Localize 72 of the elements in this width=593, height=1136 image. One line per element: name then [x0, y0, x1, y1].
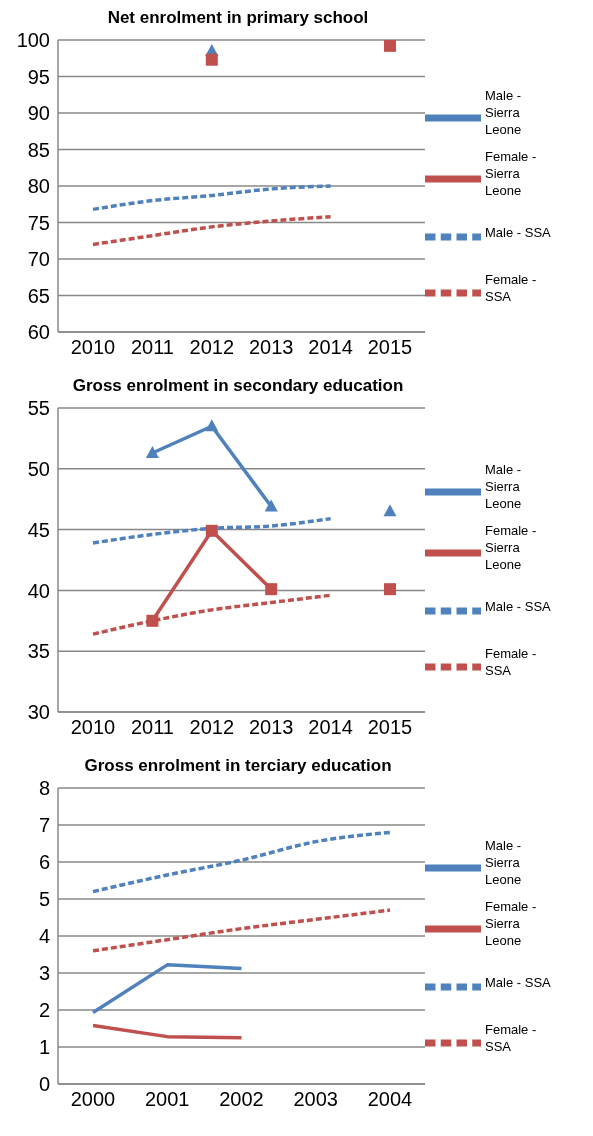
- y-tick-label: 5: [38, 888, 50, 911]
- y-tick-label: 1: [38, 1036, 50, 1059]
- y-tick-label: 7: [38, 814, 50, 837]
- x-tick-label: 2011: [130, 336, 174, 359]
- line-series: [91, 593, 333, 636]
- line-series: [91, 214, 333, 247]
- line-series: [91, 516, 333, 545]
- y-tick-label: 100: [16, 29, 50, 52]
- y-tick-label: 50: [27, 457, 50, 480]
- legend-label: Male - SSA: [485, 597, 552, 615]
- x-tick-label: 2012: [189, 716, 235, 739]
- y-tick-label: 40: [27, 579, 50, 602]
- x-tick-label: 2001: [145, 1088, 190, 1111]
- point: [145, 445, 159, 458]
- y-tick-label: 8: [38, 777, 50, 800]
- x-tick-label: 2011: [130, 716, 174, 739]
- point: [384, 40, 396, 52]
- legend-label: Male - SSA: [485, 973, 552, 991]
- x-tick-label: 2010: [70, 716, 116, 739]
- x-tick-label: 2013: [248, 716, 294, 739]
- point: [205, 524, 218, 537]
- legend-label: Male - SSA: [485, 223, 552, 241]
- line-series: [91, 830, 392, 894]
- y-tick-label: 90: [27, 102, 50, 125]
- y-tick-label: 6: [38, 851, 50, 874]
- y-tick-label: 85: [27, 138, 50, 161]
- y-tick-label: 55: [27, 397, 50, 420]
- point: [265, 583, 278, 596]
- point: [383, 504, 397, 517]
- x-tick-label: 2015: [367, 336, 413, 359]
- x-tick-label: 2014: [308, 336, 353, 359]
- y-tick-label: 0: [38, 1073, 50, 1096]
- x-tick-label: 2003: [293, 1088, 338, 1111]
- y-tick-label: 45: [27, 518, 50, 541]
- y-tick-label: 4: [38, 925, 50, 948]
- y-tick-label: 3: [38, 962, 50, 985]
- legend-label: Male - Sierra Leone: [485, 837, 523, 888]
- x-tick-label: 2002: [219, 1088, 264, 1111]
- x-tick-label: 2013: [248, 336, 294, 359]
- chart-title: Gross enrolment in terciary education: [84, 756, 392, 775]
- point: [264, 499, 278, 512]
- legend-label: Female - SSA: [485, 645, 538, 679]
- legend-label: Female - SSA: [485, 1021, 538, 1055]
- line-series: [91, 184, 333, 212]
- y-tick-label: 80: [27, 175, 50, 198]
- chart-title: Net enrolment in primary school: [107, 8, 369, 27]
- y-tick-label: 35: [27, 640, 50, 663]
- y-tick-label: 70: [27, 248, 50, 271]
- line-series: [91, 908, 392, 953]
- y-tick-label: 65: [27, 284, 50, 307]
- legend-label: Female - Sierra Leone: [485, 148, 538, 199]
- legend-label: Female - Sierra Leone: [485, 898, 538, 949]
- y-tick-label: 2: [38, 999, 50, 1022]
- y-tick-label: 75: [27, 211, 50, 234]
- y-tick-label: 95: [27, 65, 50, 88]
- point: [205, 53, 218, 66]
- legend-label: Female - SSA: [485, 271, 538, 305]
- legend-label: Male - Sierra Leone: [485, 87, 523, 138]
- x-tick-label: 2015: [367, 716, 413, 739]
- x-tick-label: 2000: [70, 1088, 116, 1111]
- x-tick-label: 2004: [367, 1088, 413, 1111]
- point: [146, 614, 159, 627]
- legend-label: Female - Sierra Leone: [485, 522, 538, 573]
- x-tick-label: 2014: [308, 716, 353, 739]
- y-tick-label: 30: [27, 701, 50, 724]
- x-tick-label: 2010: [70, 336, 116, 359]
- point: [205, 419, 219, 432]
- y-tick-label: 60: [27, 321, 50, 344]
- chart-title: Gross enrolment in secondary education: [72, 376, 404, 395]
- x-tick-label: 2012: [189, 336, 235, 359]
- legend-label: Male - Sierra Leone: [485, 461, 523, 512]
- point: [384, 583, 396, 596]
